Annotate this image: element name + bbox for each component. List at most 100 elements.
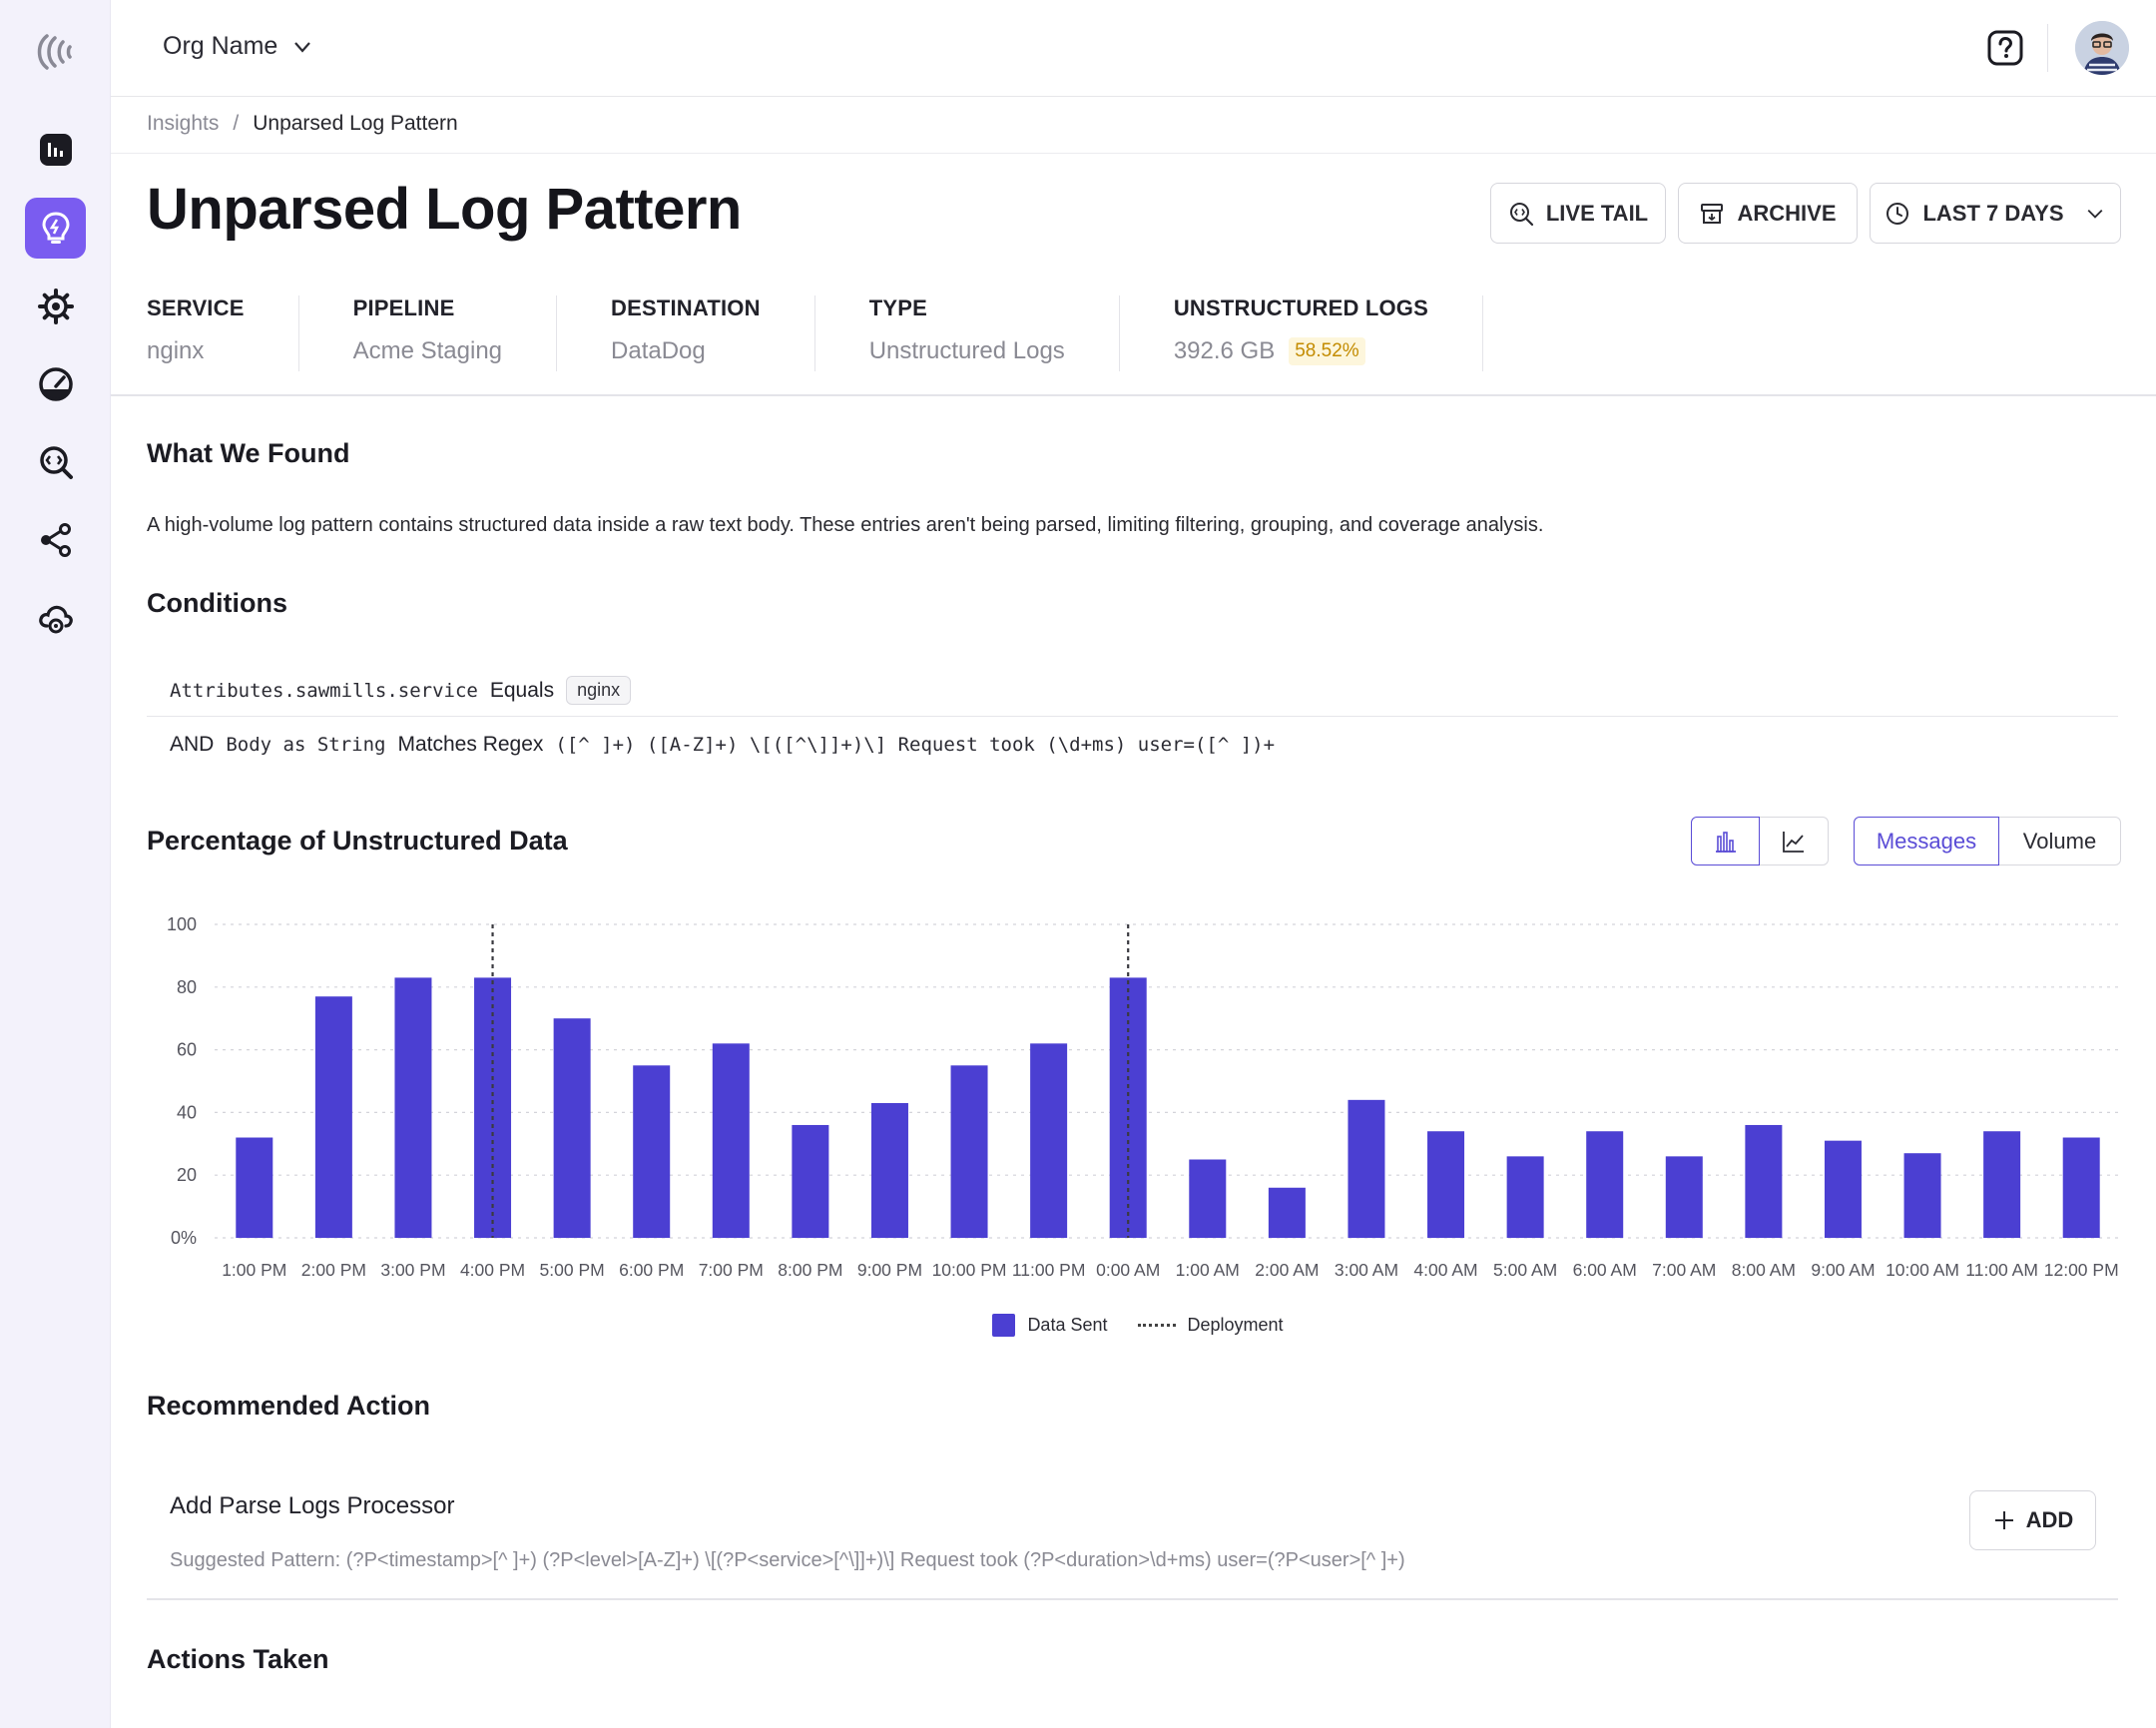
live-search-icon xyxy=(1509,202,1533,226)
x-tick-label: 11:00 PM xyxy=(1012,1260,1086,1280)
bar[interactable] xyxy=(1348,1099,1385,1238)
bar[interactable] xyxy=(712,1043,750,1238)
legend-label: Deployment xyxy=(1187,1315,1284,1335)
bar[interactable] xyxy=(314,996,352,1238)
unstructured-data-chart: 0% 20 40 60 80 100 1:00 PM 2:00 PM 3:00 PM 4:00 P… xyxy=(167,914,2121,1280)
breadcrumb-parent[interactable]: Insights xyxy=(147,112,220,135)
help-icon[interactable] xyxy=(1987,30,2023,66)
bar[interactable] xyxy=(1586,1131,1624,1238)
x-tick-label: 3:00 PM xyxy=(380,1260,445,1280)
x-tick-label: 2:00 PM xyxy=(301,1260,366,1280)
recommendation-title: Add Parse Logs Processor xyxy=(170,1492,455,1519)
condition-field: Body as String xyxy=(226,734,386,756)
meta-value-text: DataDog xyxy=(611,337,706,364)
x-tick-label: 3:00 AM xyxy=(1335,1260,1398,1280)
bar[interactable] xyxy=(1983,1131,2021,1238)
chart-legend: Data Sent Deployment xyxy=(0,1314,2156,1337)
meta-value: 392.6 GB 58.52% xyxy=(1174,337,1428,365)
y-tick-label: 80 xyxy=(177,977,197,997)
condition-joiner: AND xyxy=(170,733,215,756)
bar[interactable] xyxy=(1268,1187,1306,1238)
nav-search-code[interactable] xyxy=(25,431,86,492)
meta-destination: DESTINATION DataDog xyxy=(611,295,815,371)
meta-value: DataDog xyxy=(611,337,761,365)
x-tick-label: 11:00 AM xyxy=(1965,1260,2038,1280)
org-switcher[interactable]: Org Name xyxy=(163,32,313,61)
nav-settings[interactable] xyxy=(25,276,86,336)
avatar[interactable] xyxy=(2075,21,2129,75)
bar[interactable] xyxy=(1030,1043,1068,1238)
meta-label: DESTINATION xyxy=(611,295,761,320)
y-tick-label: 60 xyxy=(177,1040,197,1060)
bar[interactable] xyxy=(394,977,432,1238)
bar[interactable] xyxy=(236,1137,273,1238)
lightbulb-icon xyxy=(41,211,70,244)
recommendation-pattern: Suggested Pattern: (?P<timestamp>[^ ]+) … xyxy=(170,1549,1405,1571)
avatar-image-icon xyxy=(2075,21,2129,75)
messages-toggle[interactable]: Messages xyxy=(1854,817,1999,865)
condition-value-chip: nginx xyxy=(566,676,632,705)
x-tick-label: 1:00 AM xyxy=(1176,1260,1240,1280)
nav-gauge[interactable] xyxy=(25,353,86,414)
x-tick-label: 10:00 AM xyxy=(1886,1260,1959,1280)
bar-chart-icon xyxy=(1715,831,1736,853)
bar[interactable] xyxy=(1427,1131,1465,1238)
legend-swatch xyxy=(992,1314,1016,1337)
time-range-select[interactable]: LAST 7 DAYS xyxy=(1870,183,2121,244)
breadcrumb-separator: / xyxy=(233,112,240,135)
section-heading-actions-taken: Actions Taken xyxy=(147,1644,329,1674)
archive-button[interactable]: ARCHIVE xyxy=(1678,183,1858,244)
x-tick-label: 8:00 AM xyxy=(1732,1260,1796,1280)
nav-pipelines[interactable] xyxy=(25,509,86,570)
y-tick-label: 20 xyxy=(177,1165,197,1185)
x-tick-label: 6:00 AM xyxy=(1573,1260,1637,1280)
condition-field: Attributes.sawmills.service xyxy=(170,679,478,702)
brand-logo-icon[interactable] xyxy=(33,30,77,74)
live-tail-label: LIVE TAIL xyxy=(1545,200,1649,226)
condition-operator: Equals xyxy=(489,678,555,702)
nav-insights[interactable] xyxy=(25,198,86,259)
nav-dashboard[interactable] xyxy=(25,119,86,180)
bar[interactable] xyxy=(1745,1124,1783,1238)
meta-value-text: nginx xyxy=(147,337,205,364)
volume-toggle[interactable]: Volume xyxy=(1999,817,2121,865)
gauge-icon xyxy=(38,366,73,401)
x-tick-label: 5:00 AM xyxy=(1493,1260,1557,1280)
legend-item-data-sent[interactable]: Data Sent xyxy=(992,1314,1108,1337)
x-tick-label: 10:00 PM xyxy=(932,1260,1007,1280)
meta-label: UNSTRUCTURED LOGS xyxy=(1173,295,1428,320)
bar[interactable] xyxy=(1665,1156,1703,1238)
y-tick-label: 100 xyxy=(167,914,197,934)
add-processor-button[interactable]: ADD xyxy=(1969,1490,2096,1550)
nav-cloud-settings[interactable] xyxy=(25,587,86,648)
meta-type: TYPE Unstructured Logs xyxy=(869,295,1120,371)
cloud-gear-icon xyxy=(38,605,73,633)
live-tail-button[interactable]: LIVE TAIL xyxy=(1490,183,1666,244)
bar-chart-toggle[interactable] xyxy=(1691,817,1760,865)
bar[interactable] xyxy=(870,1102,908,1238)
bar[interactable] xyxy=(553,1018,591,1238)
x-tick-label: 2:00 AM xyxy=(1255,1260,1319,1280)
legend-item-deployment[interactable]: Deployment xyxy=(1137,1314,1284,1337)
line-chart-toggle[interactable] xyxy=(1760,817,1829,865)
x-tick-label: 9:00 PM xyxy=(857,1260,922,1280)
bar[interactable] xyxy=(950,1065,988,1238)
chevron-down-icon xyxy=(2087,209,2102,219)
bar[interactable] xyxy=(1824,1140,1862,1238)
bar[interactable] xyxy=(633,1065,671,1238)
bar[interactable] xyxy=(1903,1153,1941,1238)
x-tick-label: 8:00 PM xyxy=(778,1260,842,1280)
bar[interactable] xyxy=(1189,1159,1227,1239)
bar[interactable] xyxy=(792,1124,829,1238)
x-tick-label: 12:00 PM xyxy=(2044,1260,2119,1280)
found-description: A high-volume log pattern contains struc… xyxy=(147,514,1544,536)
condition-regex: ([^ ]+) ([A-Z]+) \[([^\]]+)\] Request to… xyxy=(555,734,1276,756)
bar[interactable] xyxy=(2062,1137,2100,1238)
section-heading-conditions: Conditions xyxy=(147,588,287,618)
x-tick-label: 7:00 PM xyxy=(699,1260,764,1280)
bar[interactable] xyxy=(1506,1156,1544,1238)
dashboard-icon xyxy=(39,133,72,166)
x-tick-label: 4:00 PM xyxy=(460,1260,525,1280)
x-tick-label: 4:00 AM xyxy=(1413,1260,1477,1280)
metric-toggle: Messages Volume xyxy=(1854,817,2121,865)
